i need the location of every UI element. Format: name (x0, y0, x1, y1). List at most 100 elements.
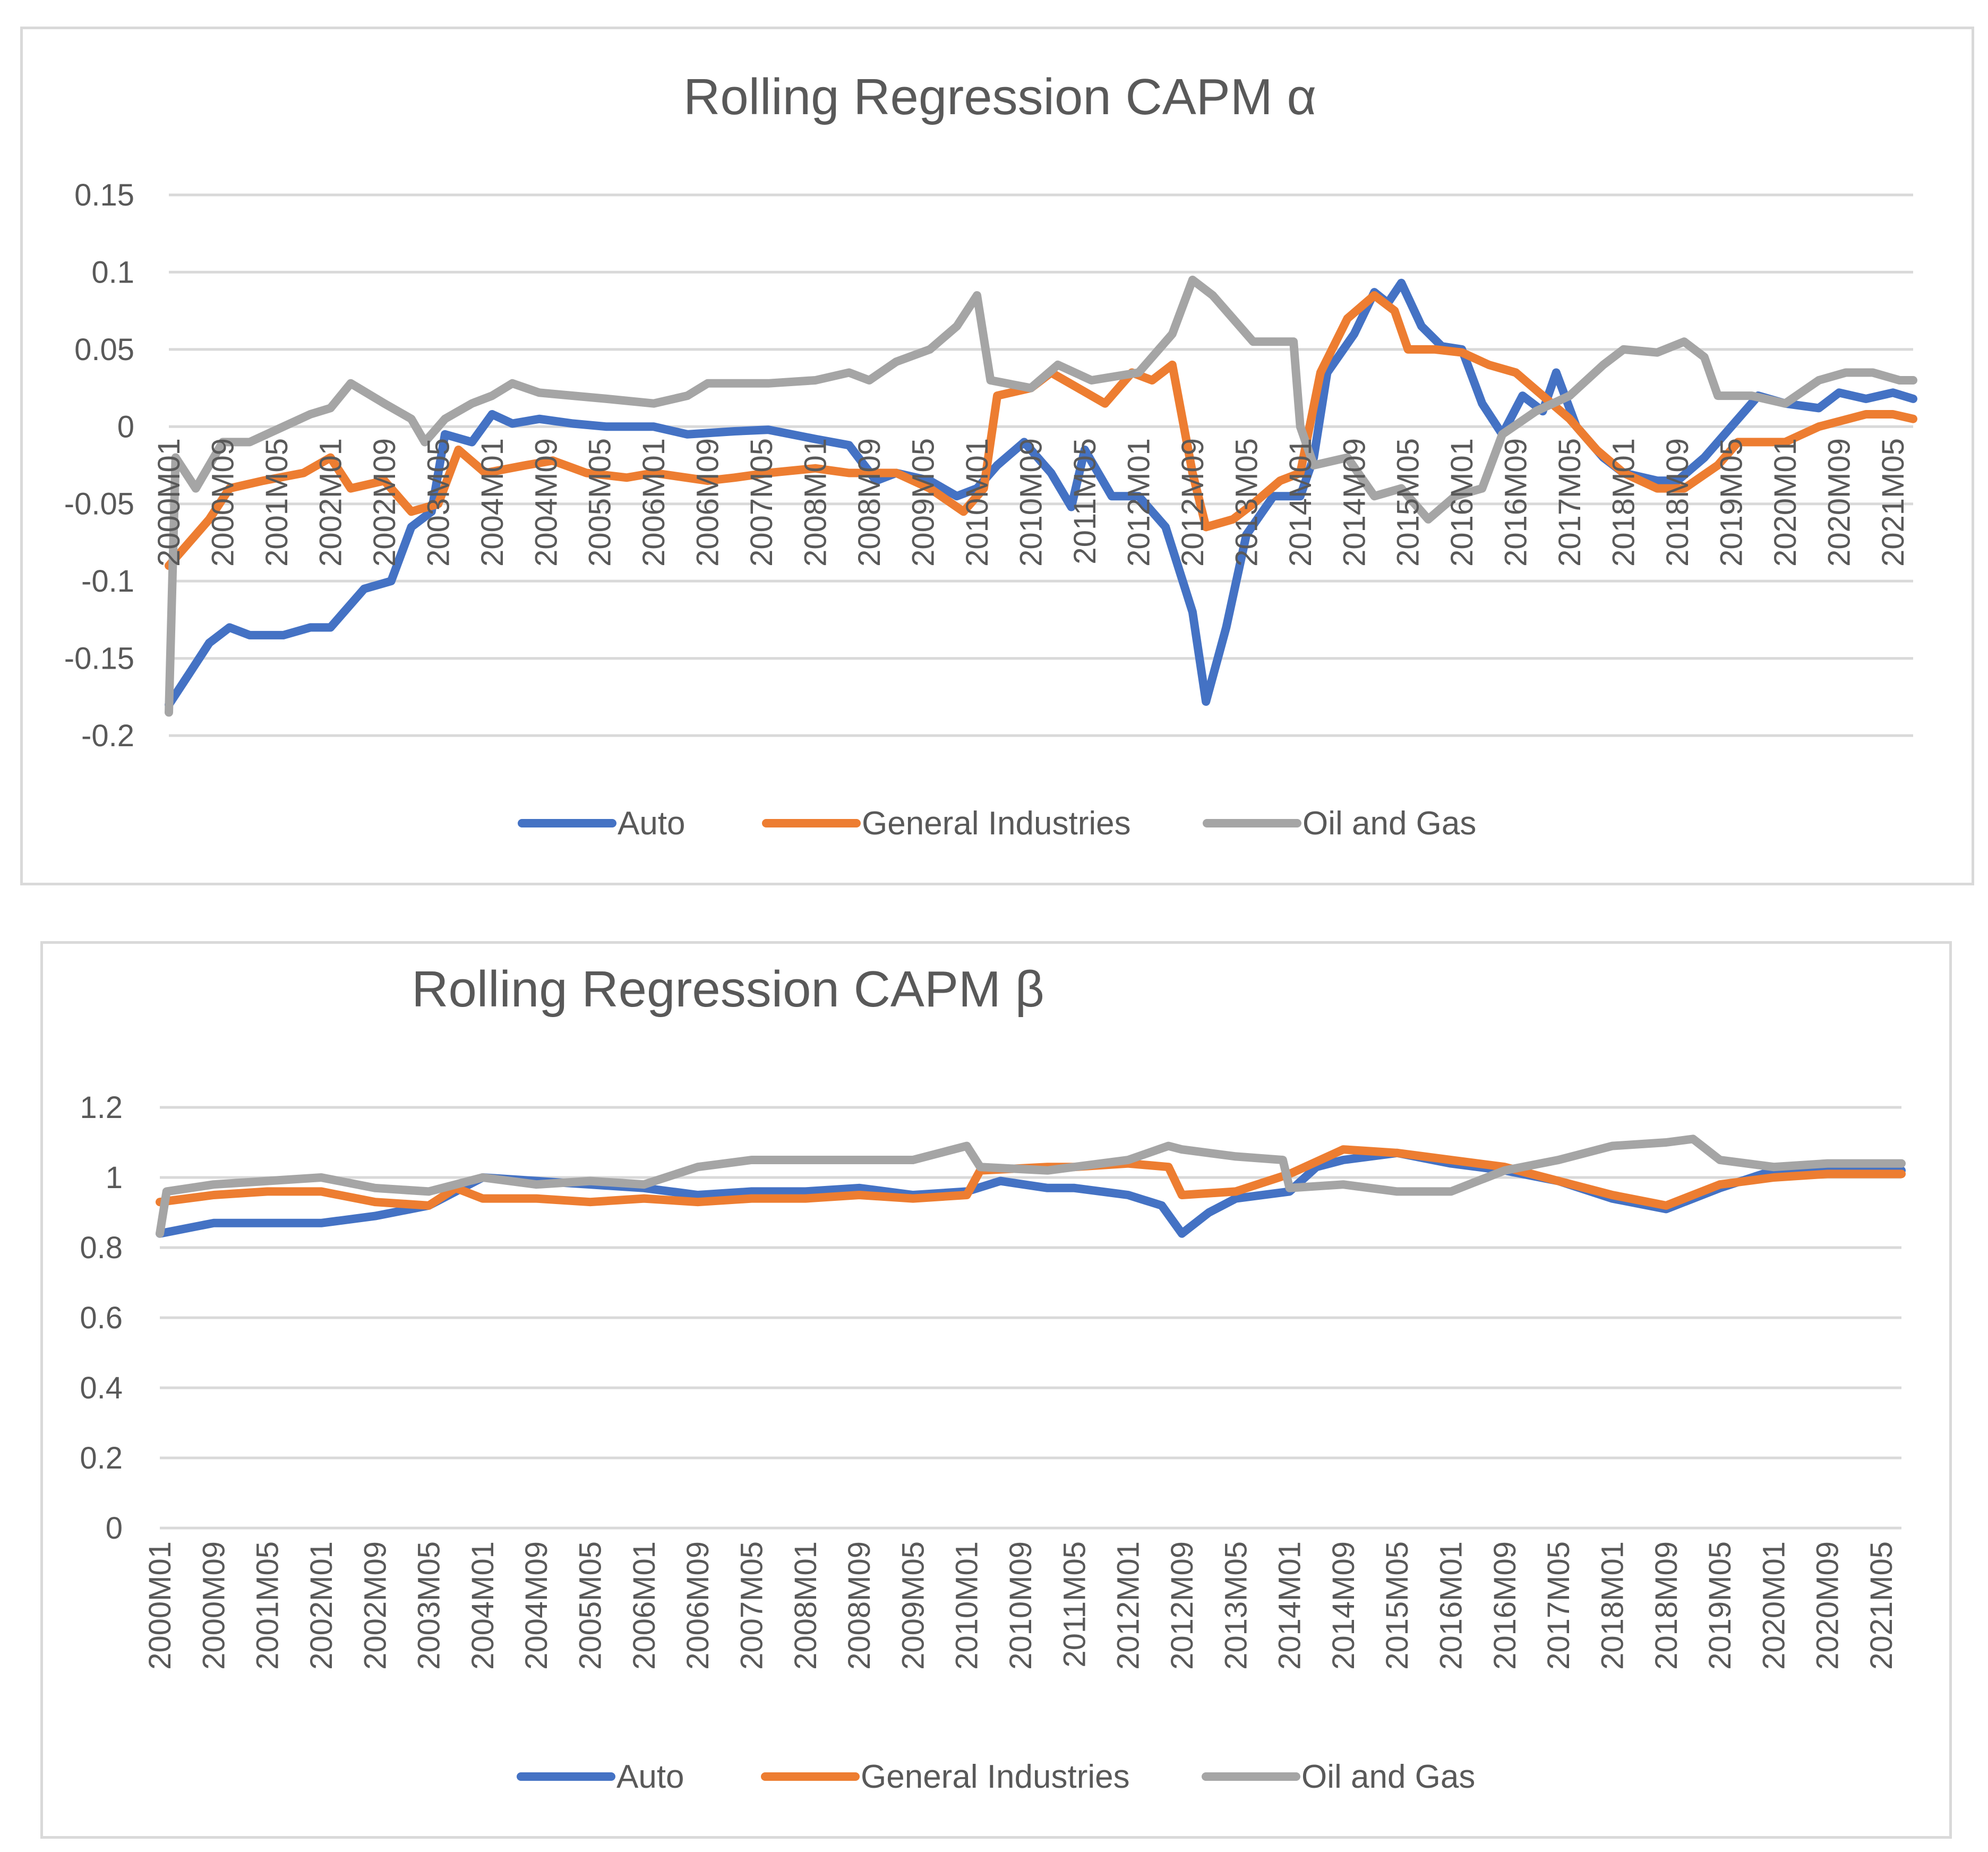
x-tick-label: 2014M09 (1326, 1541, 1361, 1670)
x-tick-label: 2012M09 (1176, 438, 1210, 567)
x-tick-label: 2009M05 (906, 438, 941, 567)
x-tick-label-group: 2016M09 (1499, 438, 1533, 567)
x-tick-label: 2016M09 (1488, 1541, 1522, 1670)
y-tick-label: 0.05 (74, 332, 134, 367)
x-tick-label-group: 2008M09 (852, 438, 887, 567)
x-tick-label-group: 2002M01 (313, 438, 348, 567)
x-tick-label-group: 2006M09 (681, 1541, 715, 1670)
x-tick-label-group: 2000M09 (196, 1541, 231, 1670)
alpha-chart-panel: Rolling Regression CAPM α 0.15 0.1 0.05 0 -0… (20, 27, 1974, 885)
x-tick-label-group: 2001M05 (260, 438, 294, 567)
legend-label: General Industries (861, 1759, 1130, 1795)
y-tick-label: 1 (106, 1160, 123, 1195)
x-tick-label: 2000M09 (205, 438, 240, 567)
x-tick-label: 2016M01 (1434, 1541, 1469, 1670)
x-tick-label-group: 2013M05 (1229, 438, 1264, 567)
x-tick-label: 2015M05 (1380, 1541, 1415, 1670)
x-tick-label-group: 2006M09 (691, 438, 725, 567)
x-tick-label-group: 2011M05 (1068, 438, 1102, 565)
x-tick-label: 2016M01 (1445, 438, 1479, 567)
series-line-oil-and-gas (156, 1134, 1906, 1238)
x-tick-label: 2014M01 (1273, 1541, 1307, 1670)
x-tick-label: 2004M09 (529, 438, 563, 567)
y-tick-label: 0 (106, 1511, 123, 1546)
x-tick-label-group: 2021M05 (1864, 1541, 1899, 1670)
x-tick-label: 2011M05 (1057, 1541, 1092, 1668)
x-tick-label: 2003M05 (421, 438, 456, 567)
x-tick-label-group: 2003M05 (421, 438, 456, 567)
x-tick-label-group: 2010M09 (1004, 1541, 1038, 1670)
x-tick-label-group: 2006M01 (637, 438, 671, 567)
x-tick-label-group: 2010M01 (960, 438, 995, 567)
x-tick-label: 2002M01 (304, 1541, 339, 1670)
x-tick-label-group: 2000M09 (205, 438, 240, 567)
x-tick-label: 2013M05 (1229, 438, 1264, 567)
x-tick-label-group: 2021M05 (1876, 438, 1910, 567)
y-tick-label: 0.2 (80, 1441, 123, 1475)
beta-chart-panel: Rolling Regression CAPM β 1.2 1 0.8 0.6 0.4 0… (40, 941, 1952, 1839)
x-tick-label-group: 2020M09 (1822, 438, 1856, 567)
x-tick-label-group: 2020M01 (1756, 1541, 1791, 1670)
y-tick-label: -0.1 (81, 564, 134, 599)
x-tick-label-group: 2006M01 (627, 1541, 662, 1670)
y-tick-label: 0.8 (80, 1231, 123, 1265)
x-tick-label: 2000M01 (152, 438, 186, 567)
y-tick-label: 1.2 (80, 1090, 123, 1125)
x-tick-label-group: 2008M09 (842, 1541, 877, 1670)
y-tick-label: -0.2 (81, 719, 134, 753)
y-tick-label: -0.05 (64, 487, 134, 522)
x-tick-label-group: 2018M01 (1607, 438, 1641, 567)
x-tick-label-group: 2015M05 (1380, 1541, 1415, 1670)
x-tick-label: 2018M01 (1607, 438, 1641, 567)
legend-label: Oil and Gas (1301, 1759, 1475, 1795)
x-tick-label-group: 2004M01 (475, 438, 510, 567)
x-tick-label: 2021M05 (1864, 1541, 1899, 1670)
x-tick-label: 2003M05 (412, 1541, 447, 1670)
x-tick-label: 2012M01 (1121, 438, 1156, 567)
x-tick-label: 2008M01 (799, 438, 833, 567)
x-tick-label-group: 2016M09 (1488, 1541, 1522, 1670)
x-tick-label: 2007M05 (734, 1541, 769, 1670)
chart-title: Rolling Regression CAPM α (683, 69, 1316, 125)
y-tick-label: 0.1 (91, 255, 134, 289)
y-tick-label: 0 (117, 409, 134, 444)
series-line-general-industries (165, 291, 1917, 570)
x-tick-label: 2018M09 (1660, 438, 1695, 567)
x-tick-label-group: 2000M01 (143, 1541, 177, 1670)
x-tick-label-group: 2014M01 (1283, 438, 1318, 567)
x-tick-label-group: 2019M05 (1715, 438, 1749, 567)
x-tick-label-group: 2009M05 (896, 1541, 930, 1670)
x-tick-label: 2001M05 (260, 438, 294, 567)
x-tick-label: 2006M01 (627, 1541, 662, 1670)
x-tick-label-group: 2007M05 (734, 1541, 769, 1670)
x-tick-label-group: 2012M09 (1165, 1541, 1199, 1670)
x-tick-label-group: 2002M09 (367, 438, 402, 567)
x-tick-label-group: 2014M09 (1337, 438, 1372, 567)
x-tick-label: 2007M05 (744, 438, 779, 567)
x-tick-label-group: 2008M01 (789, 1541, 823, 1670)
x-tick-label-group: 2003M05 (412, 1541, 447, 1670)
chart-title: Rolling Regression CAPM β (412, 961, 1044, 1018)
x-tick-label-group: 2013M05 (1219, 1541, 1253, 1670)
x-tick-label: 2005M05 (573, 1541, 608, 1670)
x-tick-label: 2014M09 (1337, 438, 1372, 567)
x-tick-label: 2019M05 (1715, 438, 1749, 567)
x-tick-label: 2008M09 (852, 438, 887, 567)
x-tick-label-group: 2009M05 (906, 438, 941, 567)
x-tick-label: 2004M01 (466, 1541, 500, 1670)
x-tick-label-group: 2010M09 (1014, 438, 1048, 567)
x-tick-label: 2006M09 (691, 438, 725, 567)
x-tick-label-group: 2017M05 (1541, 1541, 1576, 1670)
x-tick-label-group: 2015M05 (1391, 438, 1426, 567)
x-tick-label: 2020M01 (1756, 1541, 1791, 1670)
legend-label: Auto (618, 805, 685, 842)
x-tick-label: 2010M01 (950, 1541, 984, 1670)
x-tick-label-group: 2001M05 (251, 1541, 285, 1670)
x-tick-label: 2010M09 (1014, 438, 1048, 567)
x-tick-label: 2001M05 (251, 1541, 285, 1670)
x-tick-label: 2000M09 (196, 1541, 231, 1670)
x-tick-label: 2005M05 (583, 438, 618, 567)
x-tick-label: 2008M09 (842, 1541, 877, 1670)
x-tick-label-group: 2020M01 (1768, 438, 1803, 567)
x-tick-label-group: 2002M09 (358, 1541, 392, 1670)
